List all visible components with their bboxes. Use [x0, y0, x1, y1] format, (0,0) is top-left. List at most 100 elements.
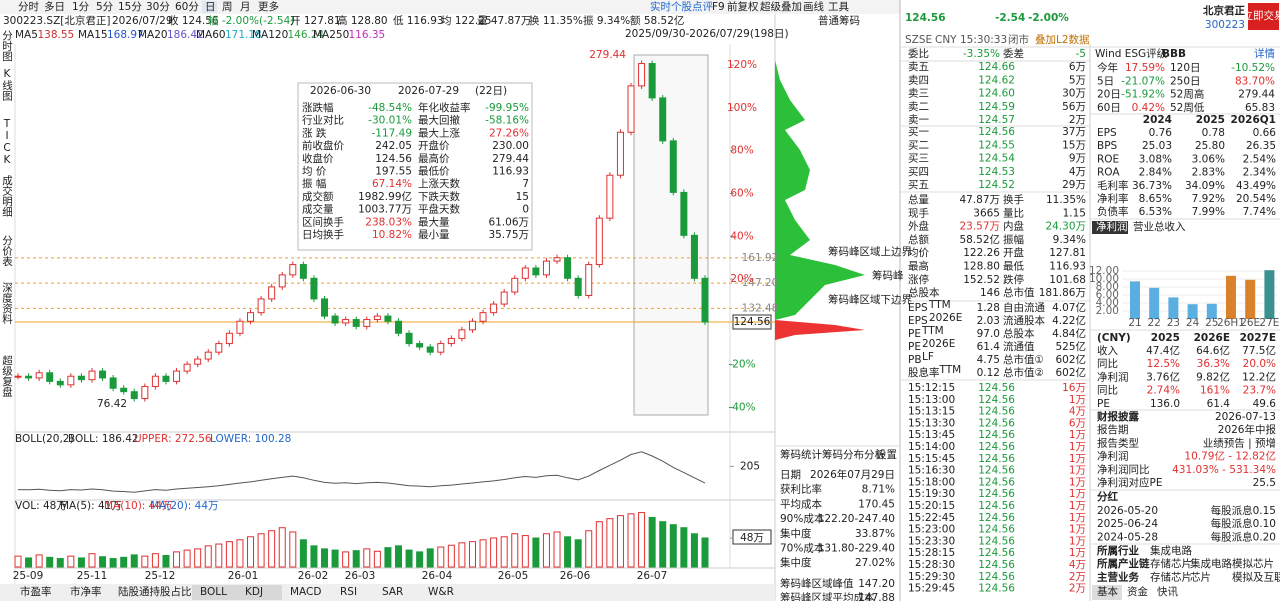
forecast-header: 2027E [1240, 332, 1276, 344]
period-tab[interactable]: 更多 [258, 0, 279, 13]
fin-header: 2025 [1196, 114, 1225, 126]
tick-time: 15:22:45 [908, 512, 955, 524]
panel-tab[interactable]: 快讯 [1157, 585, 1179, 598]
side-tab[interactable]: K线图 [1, 68, 13, 102]
book-label: 买二 [908, 139, 929, 151]
forecast-value: 49.6 [1253, 398, 1277, 410]
side-tab[interactable]: TICK [1, 118, 13, 166]
candle [109, 377, 117, 389]
perf-label: 120日 [1170, 62, 1201, 74]
tool-button[interactable]: F9 [712, 1, 725, 13]
volume-bar [130, 554, 138, 568]
fin-value: 2.34% [1243, 167, 1276, 179]
indicator-tab[interactable]: BOLL [200, 586, 227, 598]
profit-category: 23 [1167, 317, 1180, 329]
tick-price: 124.56 [978, 559, 1015, 571]
tool-button[interactable]: 超级叠加 [760, 0, 802, 13]
profit-tab[interactable]: 净利润 [1096, 220, 1128, 233]
indicator-tab[interactable]: KDJ [245, 586, 263, 598]
popup-value: 27.26% [489, 127, 529, 139]
tab-selected [1092, 221, 1128, 234]
indicator-tab[interactable]: 陆股通持股占比 [118, 585, 192, 598]
indicator-tab[interactable]: RSI [340, 586, 357, 598]
tick-time: 15:13:15 [908, 406, 955, 418]
period-tab[interactable]: 日 [205, 1, 216, 13]
candle [130, 391, 138, 400]
stat-label: 最高 [908, 260, 929, 273]
book-price: 124.52 [978, 179, 1015, 191]
pct-tick-label: 60% [730, 188, 753, 200]
section-title: 分红 [1097, 490, 1119, 503]
stat-label: 外盘 [908, 220, 929, 233]
tool-button[interactable]: 画线 [803, 0, 824, 13]
tick-time: 15:15:45 [908, 453, 955, 465]
side-tab[interactable]: 成交明细 [1, 175, 13, 217]
fin-value: 7.99% [1192, 206, 1225, 218]
profit-tab[interactable]: 营业总收入 [1133, 220, 1186, 233]
quote-field: 换 11.35% [529, 14, 583, 27]
tick-price: 124.56 [978, 441, 1015, 453]
indicator-tab[interactable]: SAR [382, 586, 403, 598]
fin-value: 0.78 [1202, 127, 1225, 139]
stat-label: 换手 [1003, 193, 1024, 206]
side-tab[interactable]: 分价表 [1, 235, 13, 267]
trade-button[interactable] [1248, 3, 1279, 30]
candle [99, 370, 107, 379]
chip-tab[interactable]: 筹码统计 [780, 448, 822, 461]
vol-legend: MA(10): 44万 [104, 500, 173, 512]
price-tick-label: 161.92 [742, 252, 779, 264]
popup-value: 10.82% [372, 229, 412, 241]
period-tab[interactable]: 1分 [72, 1, 90, 13]
stat-value: 116.93 [1049, 261, 1086, 273]
tool-button[interactable]: 工具 [828, 1, 849, 13]
period-tab[interactable]: 月 [240, 1, 251, 13]
forecast-label: 收入 [1097, 344, 1119, 357]
candle [25, 375, 33, 379]
period-tab[interactable]: 周 [222, 1, 233, 13]
chip-tab[interactable]: 设置 [876, 449, 897, 461]
report-date: 2026-07-13 [1215, 411, 1276, 423]
volume-bar [574, 539, 582, 568]
chip-stat-label: 90%成本 [780, 512, 825, 525]
indicator-tab[interactable]: 市净率 [70, 585, 102, 598]
volume-bar [14, 555, 22, 568]
chip-tab[interactable]: 筹码分布分析 [822, 448, 885, 461]
dividend-value: 每股派息0.10 [1211, 517, 1276, 530]
indicator-tab[interactable]: MACD [290, 586, 321, 598]
tick-price: 124.56 [978, 453, 1015, 465]
period-tab[interactable]: 30分 [146, 1, 170, 13]
fin-value: 20.54% [1236, 193, 1276, 205]
side-tab[interactable]: 分时图 [1, 30, 13, 62]
esg-detail[interactable]: 详情 [1254, 47, 1276, 60]
side-tab[interactable]: 深度资料 [1, 282, 13, 325]
tick-time: 15:28:15 [908, 547, 955, 559]
candle [278, 274, 286, 288]
indicator-tab[interactable]: 市盈率 [20, 585, 52, 598]
period-tab[interactable]: 15分 [118, 1, 142, 13]
period-tab[interactable]: 5分 [96, 1, 114, 13]
side-tab[interactable]: 超级复盘 [1, 354, 13, 397]
tool-button[interactable]: 前复权 [727, 0, 759, 13]
valuation-label: PE [908, 341, 921, 353]
volume-bar [585, 530, 593, 568]
candle [394, 320, 402, 334]
period-tab[interactable]: 分时 [18, 1, 39, 13]
chip-label: 筹码峰区域下边界 [828, 293, 912, 306]
valuation-value: 4.07亿 [1052, 301, 1086, 314]
period-tab[interactable]: 多日 [44, 0, 65, 13]
volume-bar [109, 558, 117, 568]
indicator-tab[interactable]: W&R [428, 586, 454, 598]
popup-value: -99.95% [485, 102, 529, 114]
volume-bar [595, 521, 603, 568]
candle [151, 375, 159, 388]
candle [77, 375, 85, 381]
panel-tab[interactable]: 资金 [1127, 585, 1149, 598]
fin-value: 2.84% [1139, 167, 1172, 179]
ma-name: MA120 [252, 29, 288, 41]
panel-tab[interactable]: 基本 [1097, 585, 1119, 598]
tool-button[interactable]: 实时个股点评 [650, 0, 713, 13]
x-tick-label: 26-04 [422, 570, 453, 582]
fin-value: 7.74% [1243, 206, 1276, 218]
profit-tick-label: 12.00 [1089, 265, 1119, 277]
period-tab[interactable]: 60分 [175, 1, 199, 13]
